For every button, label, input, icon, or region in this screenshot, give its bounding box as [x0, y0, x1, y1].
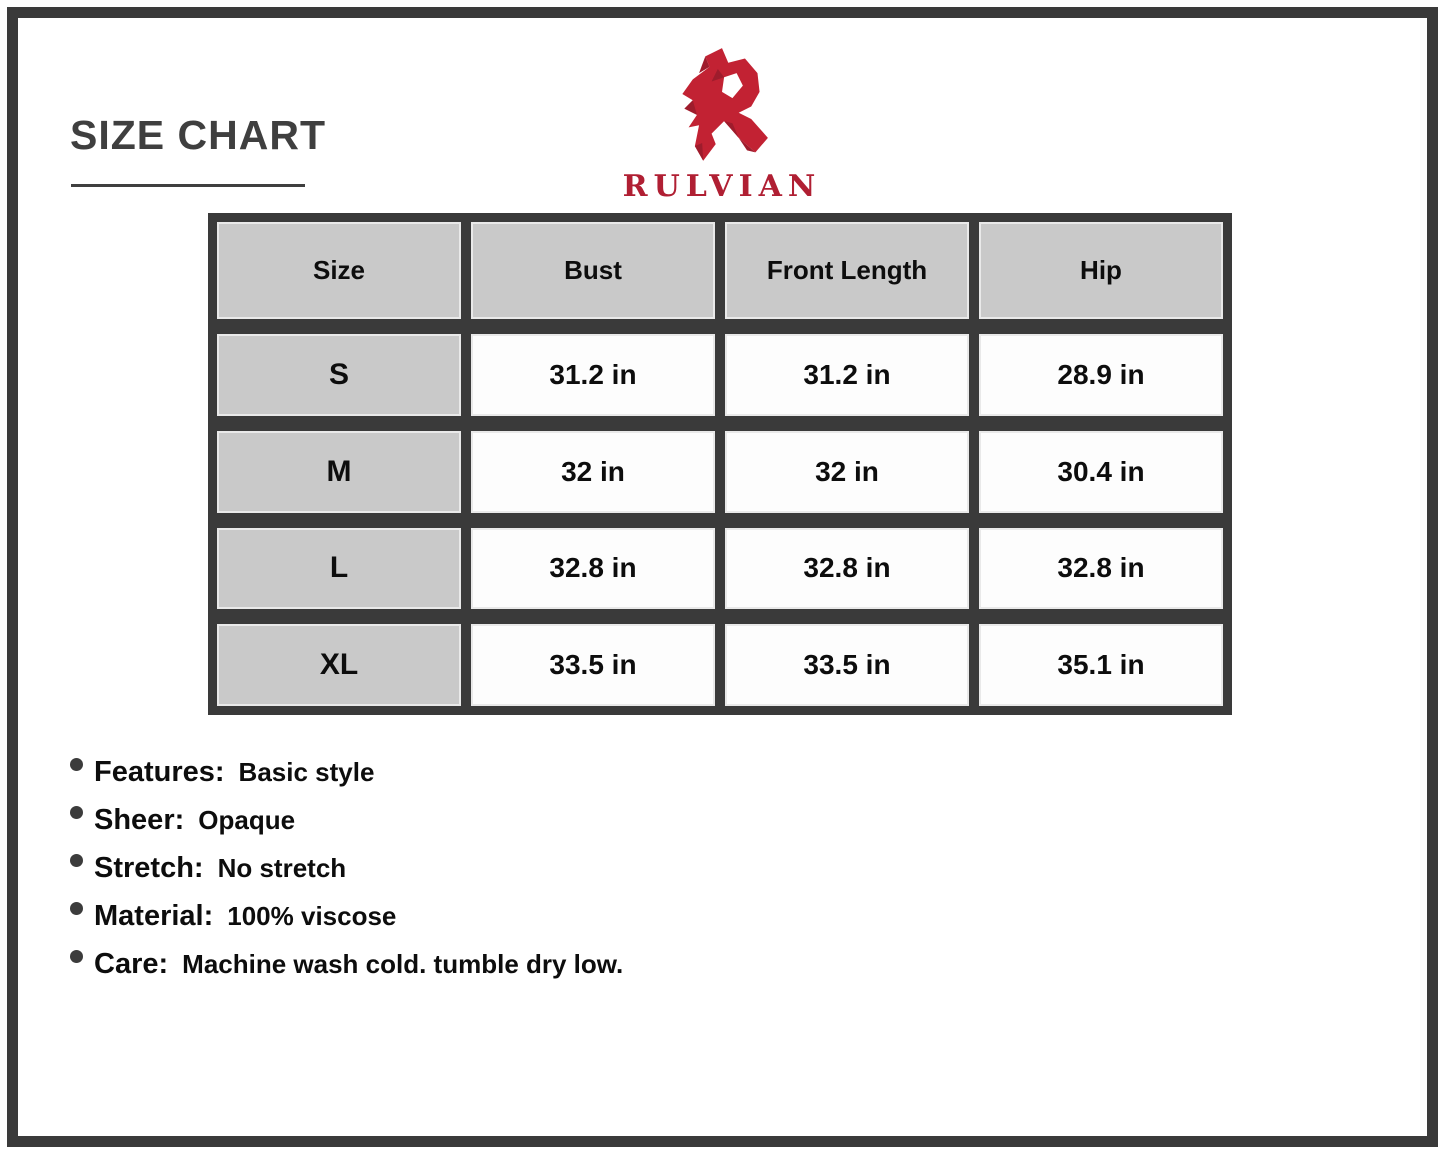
detail-value: No stretch [217, 852, 347, 883]
row-s-hip-cell: 28.9 in [979, 334, 1223, 416]
bullet-icon [70, 902, 83, 915]
detail-item-care: Care: Machine wash cold. tumble dry low. [70, 940, 623, 988]
bullet-icon [70, 854, 83, 867]
row-m-hip-cell: 30.4 in [979, 430, 1223, 513]
brand-logo: RULVIAN [572, 46, 872, 204]
detail-item-features: Features: Basic style [70, 748, 623, 796]
detail-value: Opaque [198, 804, 296, 835]
col-header-front-length: Front Length [725, 222, 969, 319]
detail-label: Material: [94, 899, 214, 932]
detail-value: Basic style [238, 756, 375, 787]
col-header-size: Size [217, 222, 461, 319]
row-l-hip-cell: 32.8 in [979, 527, 1223, 610]
bullet-icon [70, 806, 83, 819]
row-xl-length-cell: 33.5 in [725, 624, 969, 706]
detail-label: Stretch: [94, 851, 204, 884]
bullet-icon [70, 950, 83, 963]
row-l-length-cell: 32.8 in [725, 527, 969, 610]
title-underline [71, 184, 305, 187]
detail-label: Care: [94, 947, 169, 980]
brand-wordmark: RULVIAN [622, 169, 822, 204]
row-m-length-cell: 32 in [725, 430, 969, 513]
row-m-bust-cell: 32 in [471, 430, 715, 513]
detail-value: Machine wash cold. tumble dry low. [182, 948, 624, 979]
detail-item-stretch: Stretch: No stretch [70, 844, 623, 892]
col-header-bust: Bust [471, 222, 715, 319]
row-xl-bust-cell: 33.5 in [471, 624, 715, 706]
row-s-bust-cell: 31.2 in [471, 334, 715, 416]
row-l-bust-cell: 32.8 in [471, 527, 715, 610]
detail-value: 100% viscose [227, 900, 397, 931]
size-chart-table: Size Bust Front Length Hip S 31.2 in 31.… [208, 213, 1232, 715]
page-title: SIZE CHART [70, 112, 326, 158]
row-m-size-cell: M [217, 430, 461, 513]
row-s-size-cell: S [217, 334, 461, 416]
row-s-length-cell: 31.2 in [725, 334, 969, 416]
detail-label: Sheer: [94, 803, 185, 836]
row-xl-hip-cell: 35.1 in [979, 624, 1223, 706]
product-details-list: Features: Basic style Sheer: Opaque Stre… [70, 748, 623, 988]
row-l-size-cell: L [217, 527, 461, 610]
bullet-icon [70, 758, 83, 771]
col-header-hip: Hip [979, 222, 1223, 319]
brand-r-mark-icon [668, 48, 776, 170]
detail-label: Features: [94, 755, 225, 788]
detail-item-sheer: Sheer: Opaque [70, 796, 623, 844]
detail-item-material: Material: 100% viscose [70, 892, 623, 940]
row-xl-size-cell: XL [217, 624, 461, 706]
